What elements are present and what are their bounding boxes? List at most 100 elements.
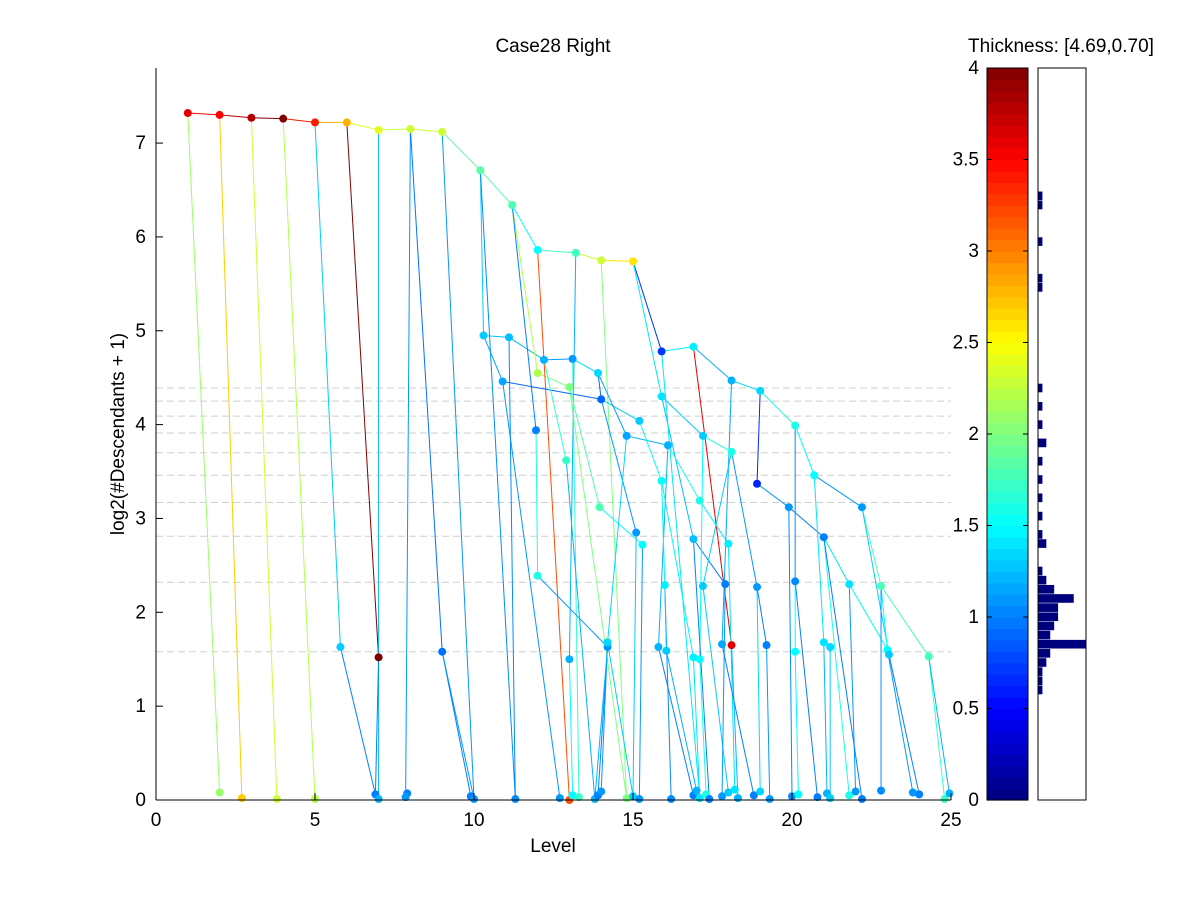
tree-edge (861, 507, 890, 655)
colorbar-segment (987, 228, 1028, 241)
tree-edge (692, 346, 733, 646)
tree-edge (692, 657, 701, 799)
tree-edge (219, 114, 252, 119)
colorbar-segment (987, 159, 1028, 172)
tree-edge (346, 122, 380, 658)
colorbar-segment (987, 674, 1028, 687)
colorbar-segment (987, 754, 1028, 767)
data-point (476, 166, 485, 175)
data-point (718, 792, 727, 801)
colorbar-segment (987, 422, 1028, 435)
tree-edge (607, 435, 628, 643)
y-tick-label: 7 (135, 133, 146, 154)
tree-edge (721, 644, 755, 796)
tree-edge (721, 380, 733, 645)
data-point (915, 790, 924, 799)
colorbar-segment (987, 662, 1028, 675)
x-tick-label: 0 (151, 810, 162, 831)
data-point (667, 795, 676, 804)
tree-edge (600, 260, 628, 799)
histogram-bar (1038, 658, 1047, 667)
histogram-bar (1038, 685, 1043, 695)
tree-edge (378, 128, 411, 131)
tree-edge (479, 170, 516, 800)
tree-edge (441, 651, 475, 800)
data-point (730, 785, 739, 794)
tree-edge (250, 117, 278, 800)
tree-edge (823, 537, 850, 796)
data-point (568, 354, 577, 363)
colorbar-segment (987, 594, 1028, 607)
tree-edge (823, 537, 863, 800)
colorbar-segment (987, 514, 1028, 527)
data-point (311, 118, 319, 127)
y-tick-label: 0 (135, 790, 146, 811)
data-point (908, 788, 917, 797)
data-point (727, 641, 736, 650)
colorbar-segment (987, 331, 1028, 344)
data-point (568, 791, 577, 800)
colorbar-segment (987, 708, 1028, 721)
data-point (845, 791, 854, 800)
data-point (695, 655, 704, 664)
histogram-bar (1038, 575, 1047, 585)
thickness-histogram (1037, 67, 1087, 801)
data-point (733, 794, 742, 803)
tree-edge (794, 651, 799, 795)
data-point (597, 395, 606, 404)
data-point (753, 582, 762, 591)
data-point (857, 795, 866, 804)
data-point (479, 331, 488, 340)
tree-edge (823, 642, 828, 794)
histogram-bar (1038, 456, 1043, 466)
data-point (638, 540, 647, 549)
data-point (374, 795, 383, 804)
data-point (374, 125, 383, 134)
tree-edge (661, 346, 694, 352)
tree-edge (788, 507, 793, 797)
data-point (663, 441, 672, 450)
colorbar-segment (987, 697, 1028, 710)
data-point (689, 653, 698, 662)
colorbar-tick-label: 1 (968, 607, 979, 628)
chart-title: Case28 Right (495, 36, 611, 57)
data-point (279, 114, 288, 123)
data-point (401, 793, 410, 802)
y-tick-label: 1 (135, 696, 146, 717)
colorbar-segment (987, 411, 1028, 424)
x-tick-label: 25 (940, 810, 961, 831)
colorbar-segment (987, 182, 1028, 195)
tree-edge (597, 372, 628, 437)
tree-edge (537, 372, 570, 388)
tree-edge (568, 387, 628, 799)
colorbar-segment (987, 353, 1028, 366)
colorbar-segment (987, 273, 1028, 286)
data-point (498, 377, 507, 386)
x-tick-label: 15 (622, 810, 643, 831)
tree-edge (702, 451, 733, 587)
histogram-bar (1038, 603, 1059, 612)
tree-edge (568, 252, 577, 660)
data-point (511, 795, 520, 804)
colorbar-segment (987, 685, 1028, 698)
colorbar-tick-label: 4 (968, 58, 979, 79)
data-point (657, 392, 666, 401)
colorbar-segment (987, 617, 1028, 630)
tree-edge (601, 259, 634, 262)
data-point (247, 113, 256, 122)
tree-edge (187, 112, 220, 116)
colorbar-segment (987, 170, 1028, 183)
data-point (877, 582, 886, 591)
data-point (718, 640, 727, 649)
colorbar-segment (987, 136, 1028, 149)
data-point (183, 109, 192, 118)
tree-edge (502, 380, 602, 400)
data-point (884, 650, 893, 659)
tree-edge (632, 261, 663, 397)
colorbar-segment (987, 536, 1028, 549)
colorbar-segment (987, 68, 1028, 81)
data-point (533, 369, 542, 377)
x-tick-label: 10 (463, 810, 484, 831)
colorbar-segment (987, 376, 1028, 389)
data-point (810, 471, 819, 480)
